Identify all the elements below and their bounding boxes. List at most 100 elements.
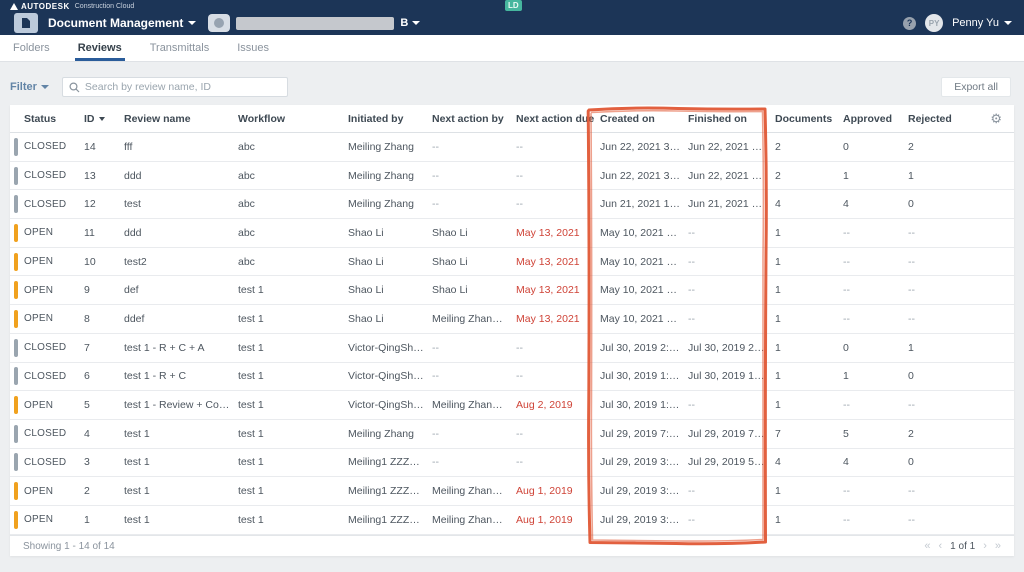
table-row[interactable]: CLOSED 14 fff abc Meiling Zhang -- -- Ju…: [10, 133, 1014, 162]
cell-next-action-by: --: [432, 169, 439, 182]
cell-created-on: Jul 29, 2019 3:59 PM: [600, 485, 688, 498]
col-header-approved[interactable]: Approved: [843, 112, 893, 125]
table-row[interactable]: CLOSED 12 test abc Meiling Zhang -- -- J…: [10, 190, 1014, 220]
col-header-rejected[interactable]: Rejected: [908, 112, 952, 125]
tab-reviews[interactable]: Reviews: [74, 35, 125, 61]
table-row[interactable]: OPEN 2 test 1 test 1 Meiling1 ZZZZZZZZ t…: [10, 477, 1014, 506]
status-color-bar: [14, 338, 18, 357]
tab-issues[interactable]: Issues: [237, 42, 270, 54]
col-header-next-action-due[interactable]: Next action due: [516, 112, 595, 125]
cell-approved: 0: [843, 341, 849, 354]
table-row[interactable]: OPEN 8 ddef test 1 Shao Li Meiling Zhang…: [10, 305, 1014, 334]
autodesk-logo-text: AUTODESK: [21, 2, 70, 11]
table-row[interactable]: OPEN 10 test2 abc Shao Li Shao Li May 13…: [10, 247, 1014, 277]
project-thumbnail-button[interactable]: [208, 14, 231, 32]
table-row[interactable]: CLOSED 6 test 1 - R + C test 1 Victor-Qi…: [10, 362, 1014, 392]
col-header-workflow[interactable]: Workflow: [238, 112, 286, 125]
col-header-status[interactable]: Status: [24, 112, 57, 125]
cell-created-on: May 10, 2021 3:41 PM: [600, 226, 688, 239]
user-menu[interactable]: Penny Yu: [952, 17, 1012, 29]
cell-created-on: Jun 21, 2021 12:26 PM: [600, 198, 688, 211]
avatar[interactable]: PY: [925, 14, 944, 32]
cell-next-action-by: Meiling Zhang, Meil...: [432, 312, 516, 325]
filter-dropdown[interactable]: Filter: [10, 81, 49, 93]
tab-transmittals[interactable]: Transmittals: [149, 42, 210, 54]
cell-approved: 1: [843, 169, 849, 182]
app-switcher-dropdown[interactable]: Document Management: [48, 16, 197, 30]
cell-approved: --: [843, 513, 850, 526]
cell-approved: --: [843, 312, 850, 325]
status-color-bar: [14, 252, 18, 271]
table-row[interactable]: OPEN 5 test 1 - Review + Comment test 1 …: [10, 391, 1014, 420]
cell-next-action-due: May 13, 2021: [516, 312, 580, 325]
cell-next-action-due: --: [516, 341, 523, 354]
column-settings-gear-icon[interactable]: ⚙: [990, 110, 1002, 126]
col-header-finished-on[interactable]: Finished on: [688, 112, 747, 125]
cell-created-on: Jul 30, 2019 2:41 PM: [600, 341, 688, 354]
cell-id: 5: [84, 399, 90, 412]
cell-review-name: ddd: [124, 226, 142, 239]
page-indicator: 1 of 1: [950, 540, 976, 552]
search-icon: [69, 81, 80, 92]
cell-next-action-due: May 13, 2021: [516, 226, 580, 239]
cell-finished-on: Jun 22, 2021 3:48 PM: [688, 169, 775, 182]
app-title-label: Document Management: [48, 16, 184, 30]
cell-rejected: 1: [908, 341, 914, 354]
help-icon[interactable]: ?: [903, 16, 917, 30]
table-footer: Showing 1 - 14 of 14 « ‹ 1 of 1 › »: [10, 535, 1014, 556]
table-body: CLOSED 14 fff abc Meiling Zhang -- -- Ju…: [10, 133, 1014, 535]
cell-finished-on: Jul 29, 2019 5:27 PM: [688, 456, 775, 469]
cell-documents: 4: [775, 456, 781, 469]
cell-id: 1: [84, 513, 90, 526]
col-header-initiated-by[interactable]: Initiated by: [348, 112, 404, 125]
cell-review-name: test 1: [124, 427, 150, 440]
cell-initiated-by: Meiling Zhang: [348, 198, 414, 211]
cell-finished-on: --: [688, 312, 695, 325]
cell-workflow: test 1: [238, 399, 264, 412]
cell-next-action-due: May 13, 2021: [516, 284, 580, 297]
cell-next-action-due: Aug 1, 2019: [516, 485, 573, 498]
cell-next-action-by: Meiling Zhang, Meil...: [432, 485, 516, 498]
cell-next-action-due: --: [516, 169, 523, 182]
table-row[interactable]: CLOSED 13 ddd abc Meiling Zhang -- -- Ju…: [10, 161, 1014, 191]
cell-workflow: test 1: [238, 284, 264, 297]
table-row[interactable]: OPEN 9 def test 1 Shao Li Shao Li May 13…: [10, 276, 1014, 306]
search-input[interactable]: [84, 81, 281, 93]
col-header-review-name[interactable]: Review name: [124, 112, 191, 125]
next-page-icon[interactable]: ›: [983, 540, 987, 552]
cell-status: OPEN: [24, 485, 54, 497]
col-header-id[interactable]: ID: [84, 113, 124, 125]
chevron-down-icon: [188, 21, 197, 25]
table-row[interactable]: OPEN 11 ddd abc Shao Li Shao Li May 13, …: [10, 219, 1014, 248]
table-row[interactable]: CLOSED 7 test 1 - R + C + A test 1 Victo…: [10, 333, 1014, 363]
cell-next-action-due: May 13, 2021: [516, 255, 580, 268]
sort-desc-icon: [98, 116, 105, 121]
tab-folders[interactable]: Folders: [13, 42, 50, 54]
col-header-created-on[interactable]: Created on: [600, 112, 655, 125]
prev-page-icon[interactable]: ‹: [938, 540, 943, 552]
col-header-next-action-by[interactable]: Next action by: [432, 112, 504, 125]
cell-initiated-by: Meiling Zhang: [348, 427, 414, 440]
cell-approved: --: [843, 485, 850, 498]
cell-workflow: test 1: [238, 456, 264, 469]
table-row[interactable]: CLOSED 4 test 1 test 1 Meiling Zhang -- …: [10, 419, 1014, 449]
cell-initiated-by: Shao Li: [348, 255, 384, 268]
cell-rejected: --: [908, 255, 915, 268]
cell-workflow: abc: [238, 226, 255, 239]
col-header-documents[interactable]: Documents: [775, 112, 833, 125]
app-switcher-icon[interactable]: [14, 13, 38, 33]
export-all-button[interactable]: Export all: [941, 77, 1011, 97]
cell-workflow: abc: [238, 255, 255, 268]
cell-status: CLOSED: [24, 370, 67, 382]
account-dropdown[interactable]: B: [400, 17, 421, 29]
cell-initiated-by: Meiling1 ZZZZZZZZ t...: [348, 513, 432, 526]
project-selector-bar[interactable]: [236, 16, 395, 30]
last-page-icon[interactable]: »: [994, 540, 1001, 552]
table-row[interactable]: CLOSED 3 test 1 test 1 Meiling1 ZZZZZZZZ…: [10, 448, 1014, 478]
status-color-bar: [14, 223, 18, 242]
table-row[interactable]: OPEN 1 test 1 test 1 Meiling1 ZZZZZZZZ t…: [10, 505, 1014, 535]
cell-rejected: --: [908, 399, 915, 412]
cell-status: OPEN: [24, 284, 54, 296]
cell-created-on: May 10, 2021 2:06 PM: [600, 284, 688, 297]
first-page-icon[interactable]: «: [924, 540, 931, 552]
